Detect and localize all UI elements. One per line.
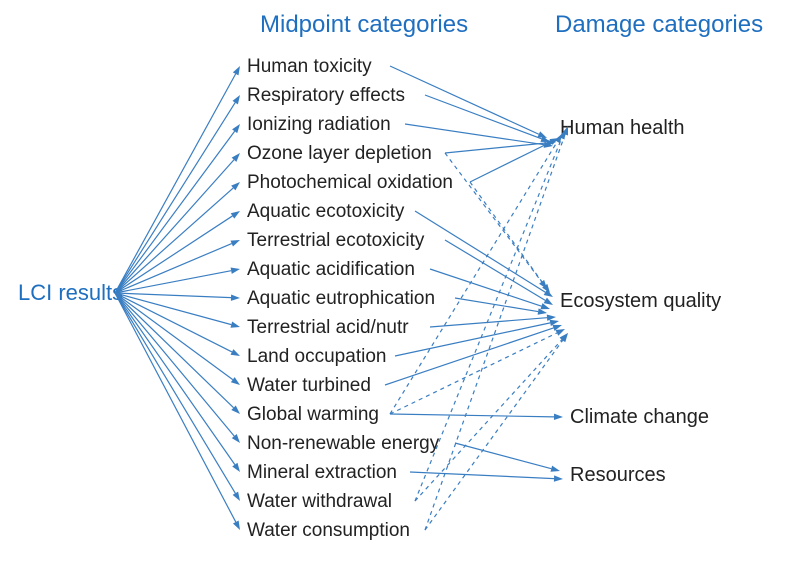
midpoint-m12: Water turbined [247,375,371,396]
edge-m15-d4 [410,472,563,482]
header-midpoint: Midpoint categories [260,11,468,38]
damage-d1: Human health [560,117,685,139]
midpoint-m9: Aquatic eutrophication [247,288,435,309]
edge-m12-d2 [385,325,562,385]
midpoint-m2: Respiratory effects [247,85,405,106]
edge-lci-m14 [115,293,240,443]
midpoint-m14: Non-renewable energy [247,433,440,454]
edge-lci-m5 [115,182,240,293]
midpoint-m3: Ionizing radiation [247,114,391,135]
midpoint-m7: Terrestrial ecotoxicity [247,230,425,251]
damage-d2: Ecosystem quality [560,290,721,312]
edge-m6-d2 [415,211,553,297]
header-damage: Damage categories [555,11,763,38]
midpoint-m8: Aquatic acidification [247,259,415,280]
edge-m9-d2 [455,298,547,315]
source-lci: LCI results [18,280,123,305]
edge-lci-m3 [115,124,240,293]
edge-lci-m12 [115,293,240,385]
damage-d4: Resources [570,464,666,486]
edge-m2-d1 [425,95,550,142]
midpoint-m17: Water consumption [247,520,410,541]
lci-diagram: Midpoint categories Damage categories LCI … [0,0,788,569]
edge-lci-m7 [115,240,240,293]
midpoint-m15: Mineral extraction [247,462,397,483]
edge-lci-m2 [115,95,240,293]
edge-lci-m9 [115,293,240,301]
edge-m13-d3 [390,414,563,420]
midpoint-m10: Terrestrial acid/nutr [247,317,409,338]
edge-m4-d1 [445,140,556,153]
damage-d3: Climate change [570,406,709,428]
edge-lci-m17 [115,293,240,530]
edge-m11-d2 [395,320,559,356]
midpoint-m16: Water withdrawal [247,491,392,512]
midpoint-m13: Global warming [247,404,379,425]
edge-m1-d1 [390,66,547,138]
edge-lci-m15 [115,293,240,472]
edge-m7-d2 [445,240,553,305]
edge-lci-m1 [115,66,240,293]
midpoint-m5: Photochemical oxidation [247,172,453,193]
midpoint-m1: Human toxicity [247,56,372,77]
edge-m17-d2 [425,333,568,530]
edge-m14-d4 [455,443,560,472]
midpoint-m11: Land occupation [247,346,386,367]
midpoint-m4: Ozone layer depletion [247,143,432,164]
midpoint-m6: Aquatic ecotoxicity [247,201,405,222]
